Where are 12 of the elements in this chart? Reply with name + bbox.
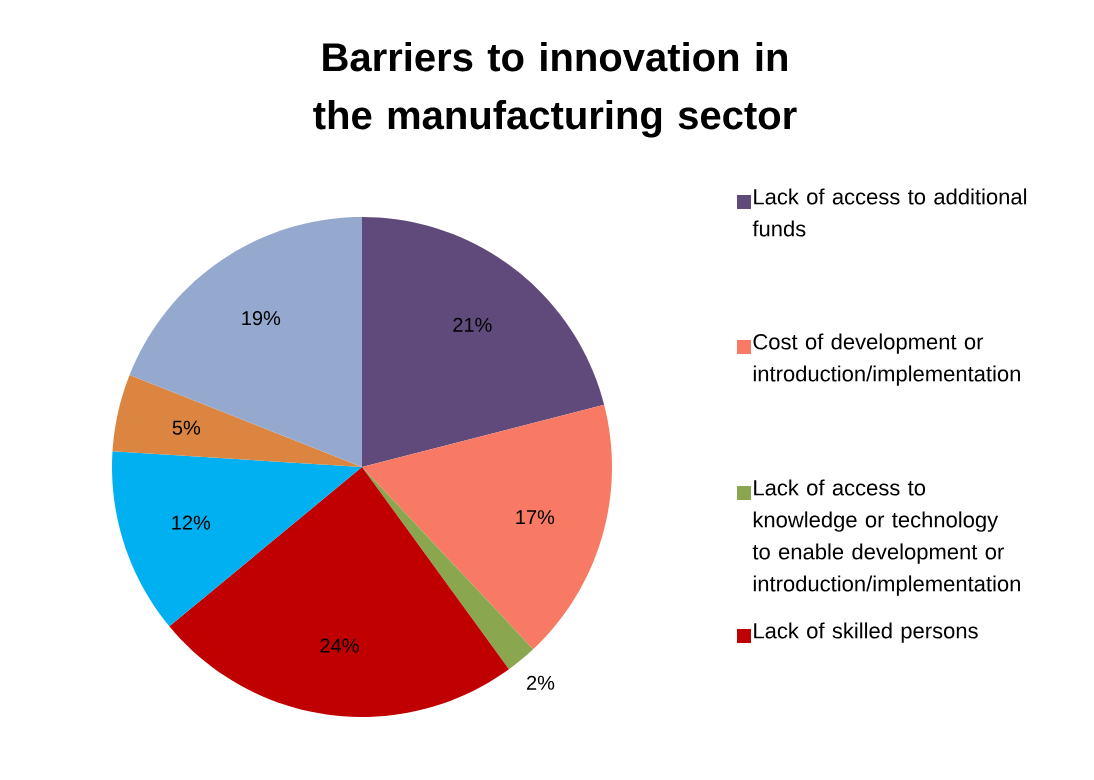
legend-label: Cost of development or introduction/implementation — [753, 333, 1020, 386]
data-label: 5% — [172, 420, 201, 435]
data-label: 12% — [172, 515, 211, 530]
legend-label: Lack of skilled persons — [754, 622, 978, 643]
data-label: 17% — [516, 510, 555, 525]
data-label: 19% — [242, 311, 281, 326]
chart-title: Barriers to innovation in the manufacturing sector — [313, 42, 797, 138]
data-label: 2% — [527, 675, 555, 690]
data-label: 24% — [320, 638, 359, 653]
legend-label: Lack of access to additional funds — [752, 188, 1027, 237]
legend-label: Lack of access to knowledge or technology to enable development or introduction/implementation — [752, 479, 1020, 596]
data-label: 21% — [453, 317, 492, 332]
